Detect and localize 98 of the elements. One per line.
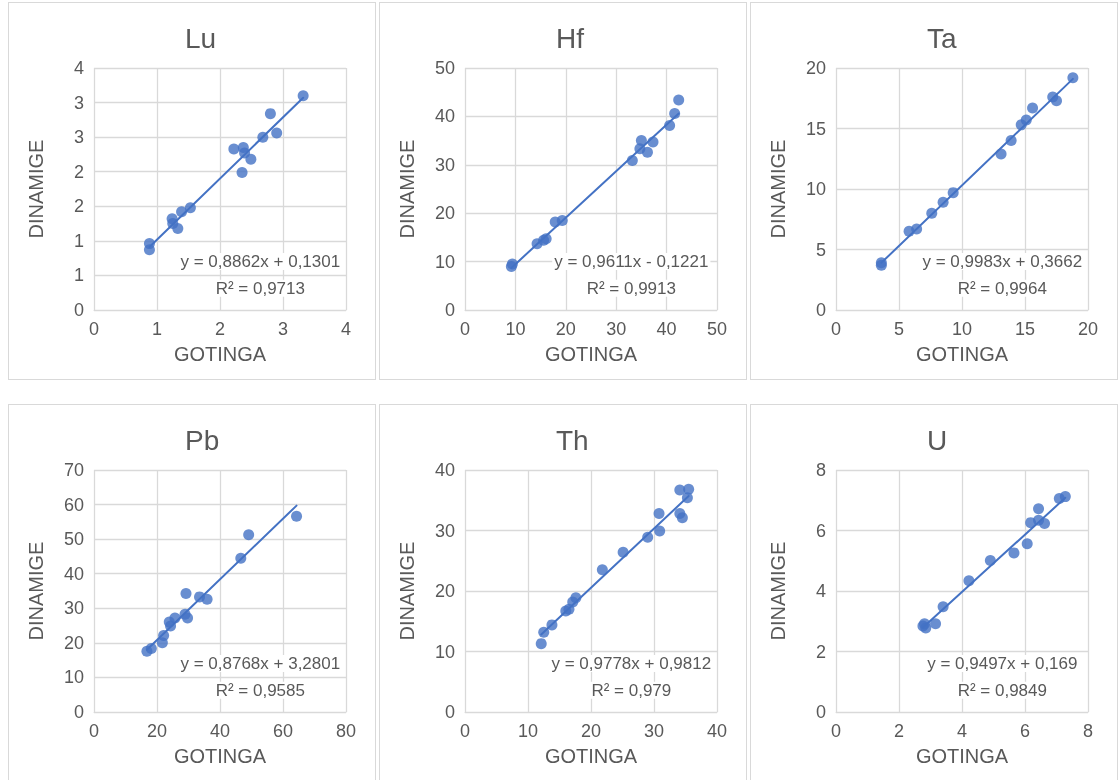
x-axis-title: GOTINGA [544,745,638,767]
y-tick-label: 30 [434,154,455,175]
x-tick-label: 6 [1019,721,1031,741]
x-tick-label: 40 [706,721,728,741]
y-tick-label: 10 [805,179,826,199]
x-tick-label: 60 [272,721,294,741]
y-tick-label: 2 [73,196,84,217]
y-axis-title: DINAMIGE [396,541,418,641]
x-tick-label: 4 [340,319,352,339]
x-tick-label: 3 [277,319,289,339]
y-tick-label: 0 [815,300,826,320]
x-axis-title: GOTINGA [915,745,1009,767]
y-tick-label: 30 [63,598,84,619]
annotation: y = 0,9611x - 0,1221 [554,252,709,272]
x-axis-title: GOTINGA [915,343,1009,365]
x-tick-label: 2 [893,721,905,741]
y-tick-label: 2 [73,161,84,182]
y-tick-label: 10 [434,251,455,272]
y-tick-label: 6 [815,520,826,541]
chart-title: Pb [185,424,220,456]
x-tick-label: 0 [459,319,471,339]
annotation: R² = 0,979 [591,680,672,700]
x-axis-title: GOTINGA [173,745,267,767]
y-tick-label: 0 [815,702,826,722]
x-tick-label: 4 [956,721,968,741]
y-axis-title: DINAMIGE [396,139,418,239]
x-tick-label: 20 [1077,319,1099,339]
y-tick-label: 40 [434,460,455,480]
y-tick-label: 10 [434,641,455,662]
x-tick-label: 2 [214,319,226,339]
x-tick-label: 20 [555,319,576,339]
annotation: R² = 0,9713 [215,278,305,298]
y-tick-label: 30 [434,520,455,541]
y-tick-label: 5 [815,239,826,260]
x-tick-label: 20 [146,721,168,741]
y-tick-label: 3 [73,127,84,148]
x-tick-label: 50 [706,319,728,339]
x-tick-label: 0 [830,721,842,741]
y-tick-label: 0 [73,702,84,722]
annotation: y = 0,8862x + 0,1301 [180,252,341,272]
x-tick-label: 0 [459,721,471,741]
y-axis-title: DINAMIGE [25,541,47,641]
x-tick-label: 80 [335,721,357,741]
x-tick-label: 20 [580,721,602,741]
x-tick-label: 10 [517,721,539,741]
y-tick-label: 0 [444,300,455,320]
annotation: y = 0,9497x + 0,169 [927,654,1078,674]
x-axis-title: GOTINGA [544,343,638,365]
y-tick-label: 20 [805,58,826,78]
y-tick-label: 1 [73,230,84,251]
chart-title: U [927,424,948,456]
x-tick-label: 10 [505,319,526,339]
annotation: R² = 0,9849 [957,680,1047,700]
y-axis-title: DINAMIGE [25,139,47,239]
y-tick-label: 3 [73,92,84,113]
y-tick-label: 20 [434,203,455,224]
y-axis-title: DINAMIGE [767,139,789,239]
y-tick-label: 0 [73,300,84,320]
y-tick-label: 10 [63,667,84,688]
y-tick-label: 40 [63,563,84,584]
y-axis-title: DINAMIGE [767,541,789,641]
annotation: y = 0,9983x + 0,3662 [922,252,1083,272]
x-tick-label: 0 [830,319,842,339]
x-tick-label: 10 [951,319,973,339]
x-tick-label: 15 [1014,319,1036,339]
y-tick-label: 4 [73,58,84,78]
annotation: y = 0,8768x + 3,2801 [180,654,341,674]
annotation: R² = 0,9585 [215,680,305,700]
x-tick-label: 1 [151,319,163,339]
x-tick-label: 40 [656,319,677,339]
x-tick-label: 8 [1082,721,1094,741]
y-tick-label: 4 [815,581,826,601]
y-tick-label: 60 [63,494,84,515]
chart-title: Hf [556,22,585,54]
y-tick-label: 50 [434,58,455,78]
y-tick-label: 15 [805,118,826,139]
chart-title: Ta [927,22,957,54]
y-tick-label: 1 [73,265,84,286]
x-axis-title: GOTINGA [173,343,267,365]
chart-title: Lu [185,22,217,54]
y-tick-label: 20 [63,632,84,653]
x-tick-label: 40 [209,721,231,741]
annotation: R² = 0,9964 [957,278,1047,298]
y-tick-label: 2 [815,641,826,662]
x-tick-label: 0 [88,721,100,741]
annotation: R² = 0,9913 [586,278,676,298]
annotation: y = 0,9778x + 0,9812 [551,654,712,674]
y-tick-label: 0 [444,702,455,722]
y-tick-label: 8 [815,460,826,480]
y-tick-label: 70 [63,460,84,480]
x-tick-label: 30 [606,319,627,339]
y-tick-label: 20 [434,581,455,601]
y-tick-label: 50 [63,529,84,550]
y-tick-label: 40 [434,106,455,127]
x-tick-label: 30 [643,721,665,741]
x-tick-label: 5 [893,319,905,339]
x-tick-label: 0 [88,319,100,339]
chart-title: Th [556,424,589,456]
